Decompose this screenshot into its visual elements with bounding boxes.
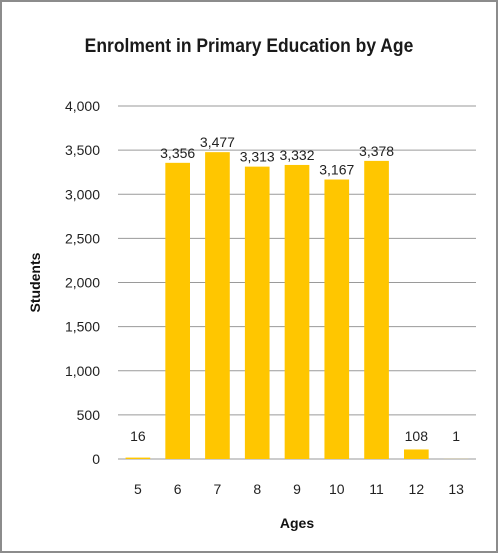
data-label-9: 3,332	[279, 147, 314, 163]
bar-6	[165, 162, 190, 459]
bar-7	[205, 152, 230, 459]
data-label-13: 1	[452, 428, 460, 444]
data-label-6: 3,356	[160, 145, 195, 161]
bar-9	[284, 164, 310, 460]
x-tick-label: 8	[253, 481, 261, 497]
data-label-5: 16	[130, 428, 146, 444]
x-tick-label: 9	[293, 481, 301, 497]
chart-title: Enrolment in Primary Education by Age	[84, 36, 414, 57]
y-tick-label: 500	[77, 407, 101, 423]
y-tick-label: 2,000	[65, 275, 100, 291]
y-tick-label: 2,500	[65, 230, 100, 246]
x-axis-label: Ages	[280, 515, 314, 531]
y-tick-label: 4,000	[65, 98, 100, 114]
bar-12	[404, 449, 429, 459]
bar-8	[244, 166, 270, 459]
x-tick-label: 12	[409, 481, 425, 497]
y-tick-label: 0	[92, 451, 100, 467]
data-label-7: 3,477	[200, 134, 235, 150]
y-tick-label: 3,000	[65, 186, 100, 202]
x-tick-label: 13	[448, 481, 464, 497]
data-label-11: 3,378	[359, 143, 394, 159]
data-label-8: 3,313	[240, 149, 275, 165]
data-label-12: 108	[405, 428, 429, 444]
x-tick-label: 6	[174, 481, 182, 497]
y-tick-label: 3,500	[65, 142, 100, 158]
bar-11	[364, 160, 389, 460]
bars	[125, 152, 469, 460]
x-tick-label: 7	[214, 481, 222, 497]
y-tick-label: 1,500	[65, 319, 100, 335]
y-tick-labels: 0 500 1,000 1,500 2,000 2,500 3,000 3,500 4,000	[65, 98, 100, 467]
data-labels: 16 3,356 3,477 3,313 3,332 3,167 3,378 108 1	[130, 134, 460, 444]
y-tick-label: 1,000	[65, 363, 100, 379]
x-tick-label: 5	[134, 481, 142, 497]
data-label-10: 3,167	[319, 162, 354, 178]
x-tick-labels: 5 6 7 8 9 10 11 12 13	[134, 481, 464, 497]
x-tick-label: 11	[369, 481, 384, 497]
x-tick-label: 10	[329, 481, 345, 497]
bar-5	[125, 457, 151, 459]
y-axis-label: Students	[27, 252, 43, 312]
bar-10	[324, 179, 350, 459]
